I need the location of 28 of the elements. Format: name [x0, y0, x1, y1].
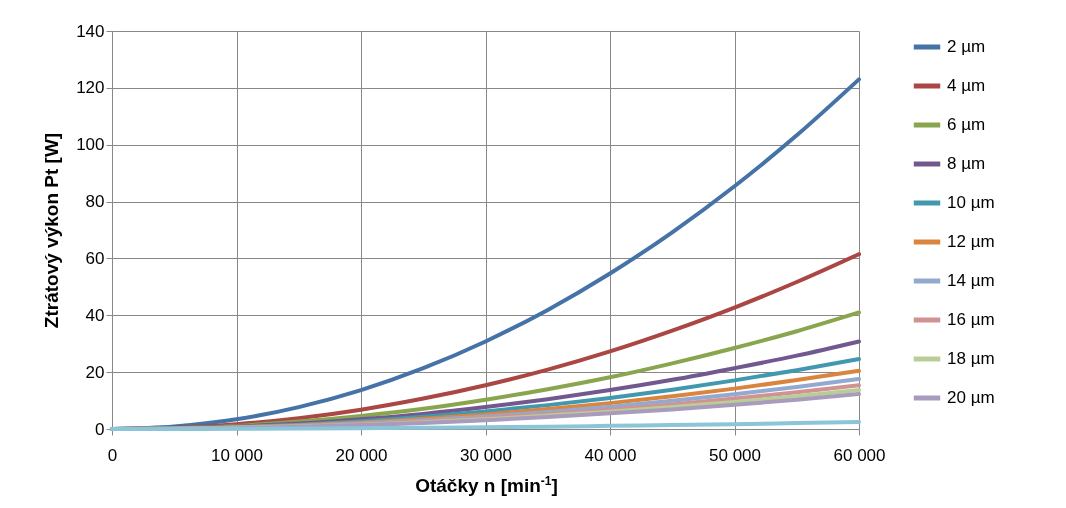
- x-axis-title: Otáčky n [min$^{-1}$]: [414, 474, 559, 498]
- legend-label: 18 µm: [947, 349, 995, 368]
- legend-label: 20 µm: [947, 388, 995, 407]
- x-tick-label: 0: [107, 445, 118, 465]
- x-tick-label: 40 000: [584, 445, 637, 465]
- y-tick-label: 0: [95, 419, 105, 439]
- y-tick-label: 120: [76, 78, 105, 98]
- y-axis-title: Ztrátový výkon Pt [W]: [41, 132, 63, 329]
- x-tick-label: 30 000: [460, 445, 512, 465]
- legend-label: 8 µm: [947, 154, 986, 173]
- legend-label: 12 µm: [947, 232, 995, 251]
- x-tick-label: 50 000: [709, 445, 761, 465]
- y-tick-label: 40: [85, 305, 105, 325]
- y-tick-label: 80: [85, 192, 105, 212]
- y-tick-label: 140: [76, 21, 105, 41]
- x-tick-label: 20 000: [335, 445, 388, 465]
- y-tick-label: 100: [76, 135, 105, 155]
- legend-label: 14 µm: [947, 271, 995, 290]
- line-series: [110, 419, 861, 431]
- legend-label: 2 µm: [947, 37, 986, 56]
- y-tick-label: 20: [85, 362, 105, 382]
- y-tick-label: 60: [85, 248, 105, 268]
- legend-label: 4 µm: [947, 76, 986, 95]
- x-tick-label: 60 000: [833, 445, 886, 465]
- x-tick-label: 10 000: [211, 445, 263, 465]
- legend-label: 6 µm: [947, 115, 986, 134]
- legend-label: 16 µm: [947, 310, 995, 329]
- legend-label: 10 µm: [947, 193, 995, 212]
